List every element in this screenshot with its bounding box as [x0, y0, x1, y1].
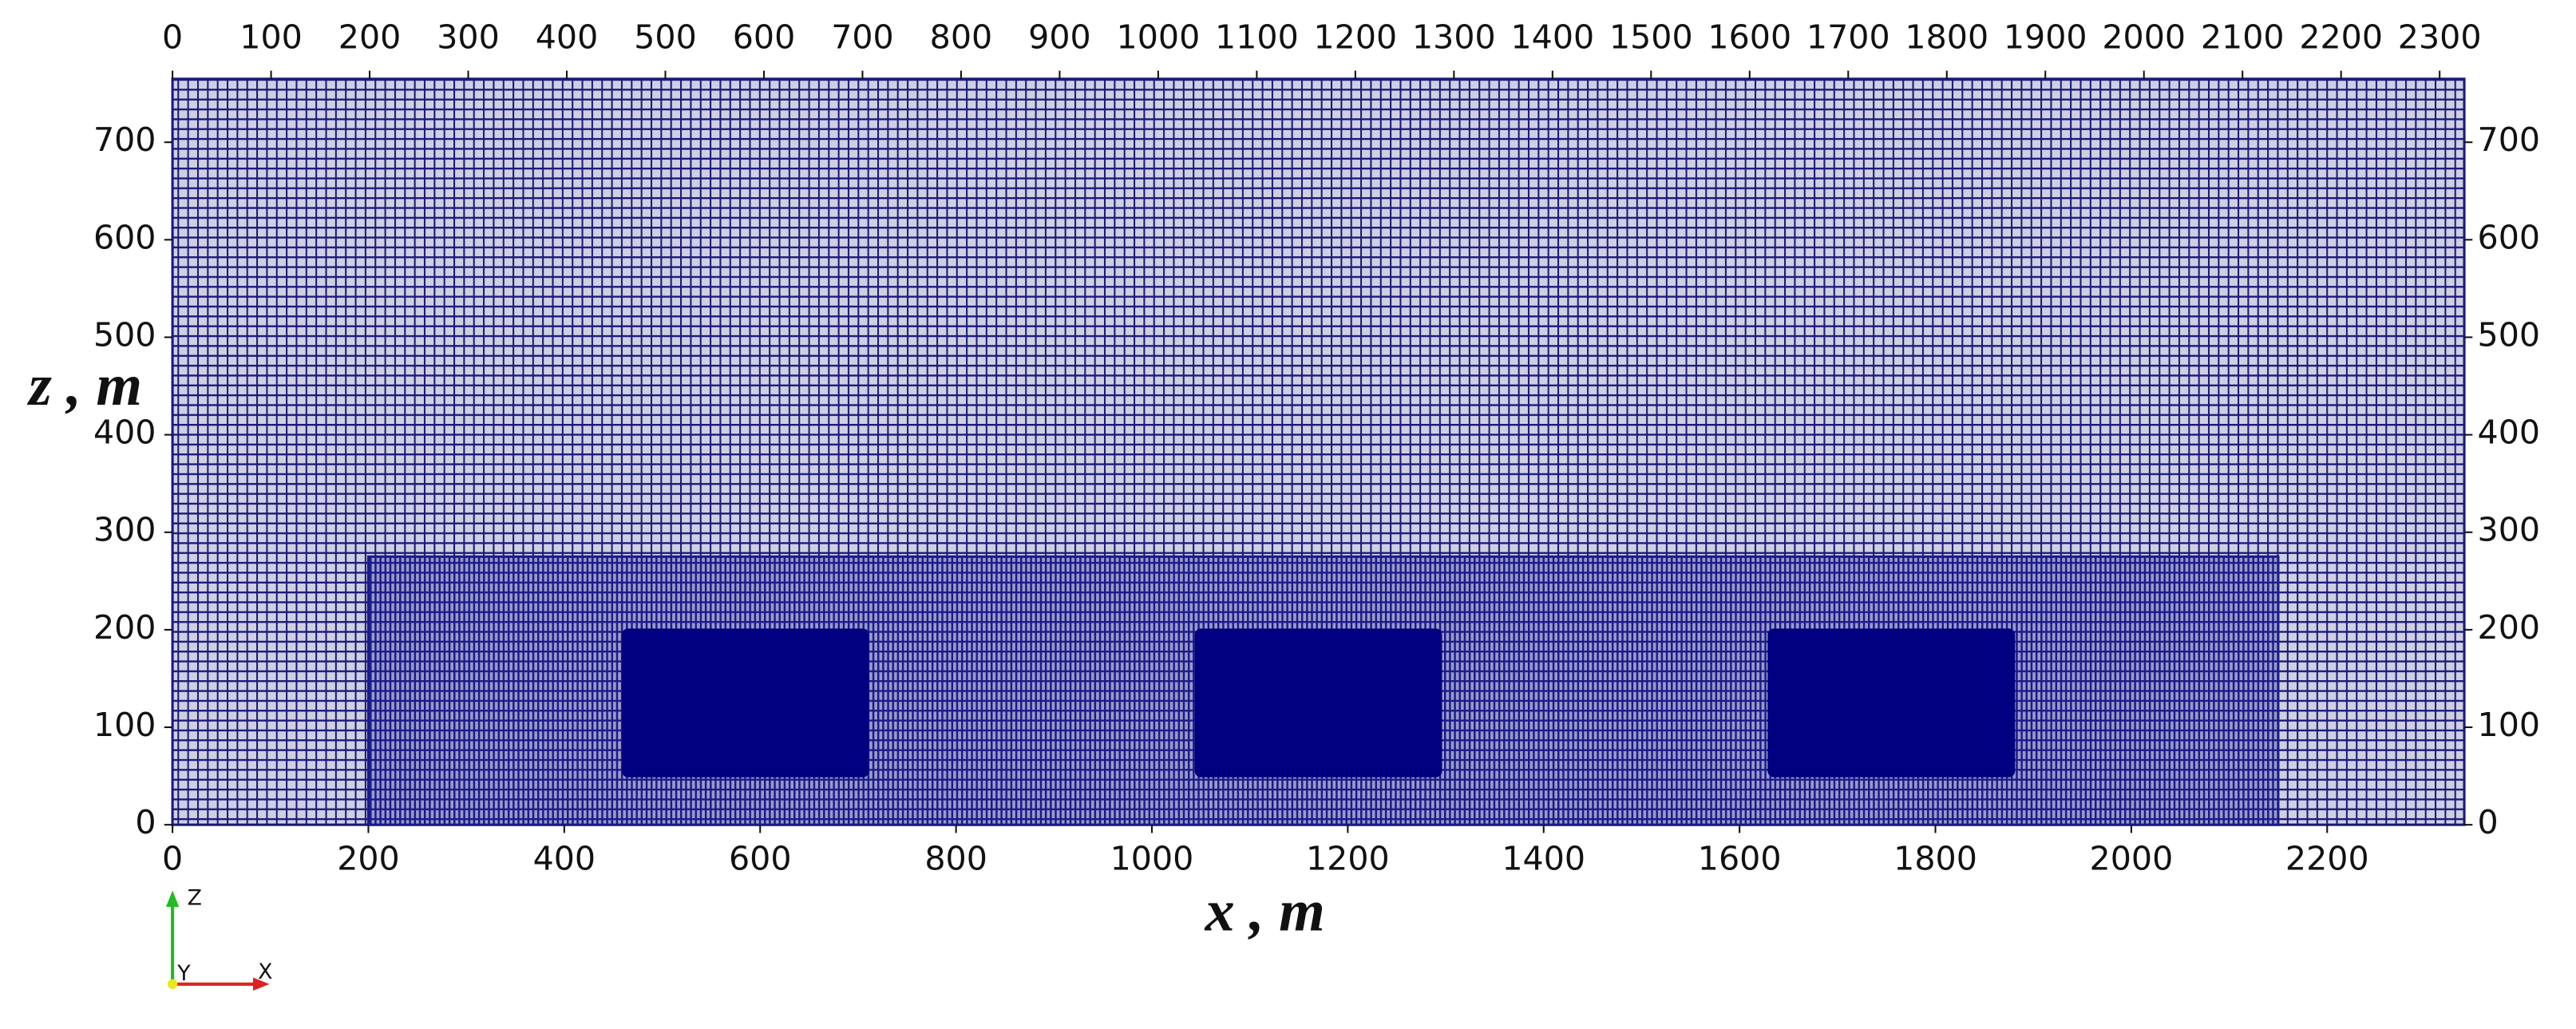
x2-tick-label: 2200: [2299, 18, 2383, 56]
x2-tick-label: 1400: [1510, 18, 1594, 56]
y-tick-label: 400: [93, 414, 156, 452]
y2-tick-label: 100: [2478, 706, 2541, 744]
x-tick-label: 1800: [1893, 839, 1977, 877]
y2-tick-label: 0: [2478, 803, 2499, 841]
block-region: [1194, 628, 1442, 778]
x-tick-label: 1400: [1502, 839, 1585, 877]
x-tick-label: 200: [337, 839, 400, 877]
x2-tick-label: 300: [437, 18, 500, 56]
block-region: [621, 628, 869, 778]
triad-label: Y: [176, 961, 191, 986]
block-region: [1767, 628, 2016, 778]
x2-tick-label: 500: [634, 18, 697, 56]
x-tick-label: 600: [729, 839, 792, 877]
x-tick-label: 1000: [1110, 839, 1194, 877]
x2-tick-label: 800: [930, 18, 993, 56]
x2-tick-label: 0: [162, 18, 183, 56]
x2-tick-label: 2100: [2201, 18, 2285, 56]
x-axis-label: x , m: [1205, 878, 1325, 944]
axes-triad: Z Y X: [165, 885, 272, 991]
x-tick-label: 400: [533, 839, 596, 877]
x-tick-label: 1600: [1698, 839, 1782, 877]
x-tick-label: 1200: [1306, 839, 1390, 877]
y2-tick-label: 400: [2478, 414, 2541, 452]
y-tick-label: 500: [93, 315, 156, 354]
y-tick-label: 200: [93, 608, 156, 647]
y2-tick-label: 700: [2478, 121, 2541, 159]
x2-tick-label: 1300: [1412, 18, 1496, 56]
y-tick-label: 0: [135, 803, 156, 841]
y-tick-label: 600: [93, 218, 156, 256]
x2-tick-label: 600: [733, 18, 796, 56]
y2-tick-label: 600: [2478, 218, 2541, 256]
y-tick-label: 700: [93, 121, 156, 159]
y-tick-label: 300: [93, 511, 156, 549]
x2-tick-label: 1200: [1314, 18, 1398, 56]
x2-tick-label: 2000: [2102, 18, 2186, 56]
y2-tick-label: 200: [2478, 608, 2541, 647]
x2-tick-label: 1800: [1905, 18, 1988, 56]
triad-label: X: [258, 960, 272, 984]
x2-tick-label: 1000: [1117, 18, 1201, 56]
x2-tick-label: 1100: [1215, 18, 1299, 56]
plot: [171, 77, 2466, 826]
x2-tick-label: 1500: [1609, 18, 1693, 56]
x-tick-label: 2000: [2090, 839, 2174, 877]
x2-tick-label: 1900: [2004, 18, 2087, 56]
x2-tick-label: 900: [1028, 18, 1091, 56]
x2-tick-label: 400: [536, 18, 599, 56]
x2-tick-label: 100: [239, 18, 303, 56]
x2-tick-label: 700: [831, 18, 894, 56]
x2-tick-label: 1600: [1707, 18, 1791, 56]
x2-tick-label: 200: [338, 18, 402, 56]
x-tick-label: 2200: [2285, 839, 2369, 877]
y2-tick-label: 500: [2478, 315, 2541, 354]
y-tick-label: 100: [93, 706, 156, 744]
triad-label: Z: [188, 885, 202, 910]
x2-tick-label: 1700: [1806, 18, 1890, 56]
x-tick-label: 0: [162, 839, 183, 877]
x-tick-label: 800: [924, 839, 987, 877]
y2-tick-label: 300: [2478, 511, 2541, 549]
y-axis-label: z , m: [26, 353, 142, 418]
x2-tick-label: 2300: [2398, 18, 2482, 56]
